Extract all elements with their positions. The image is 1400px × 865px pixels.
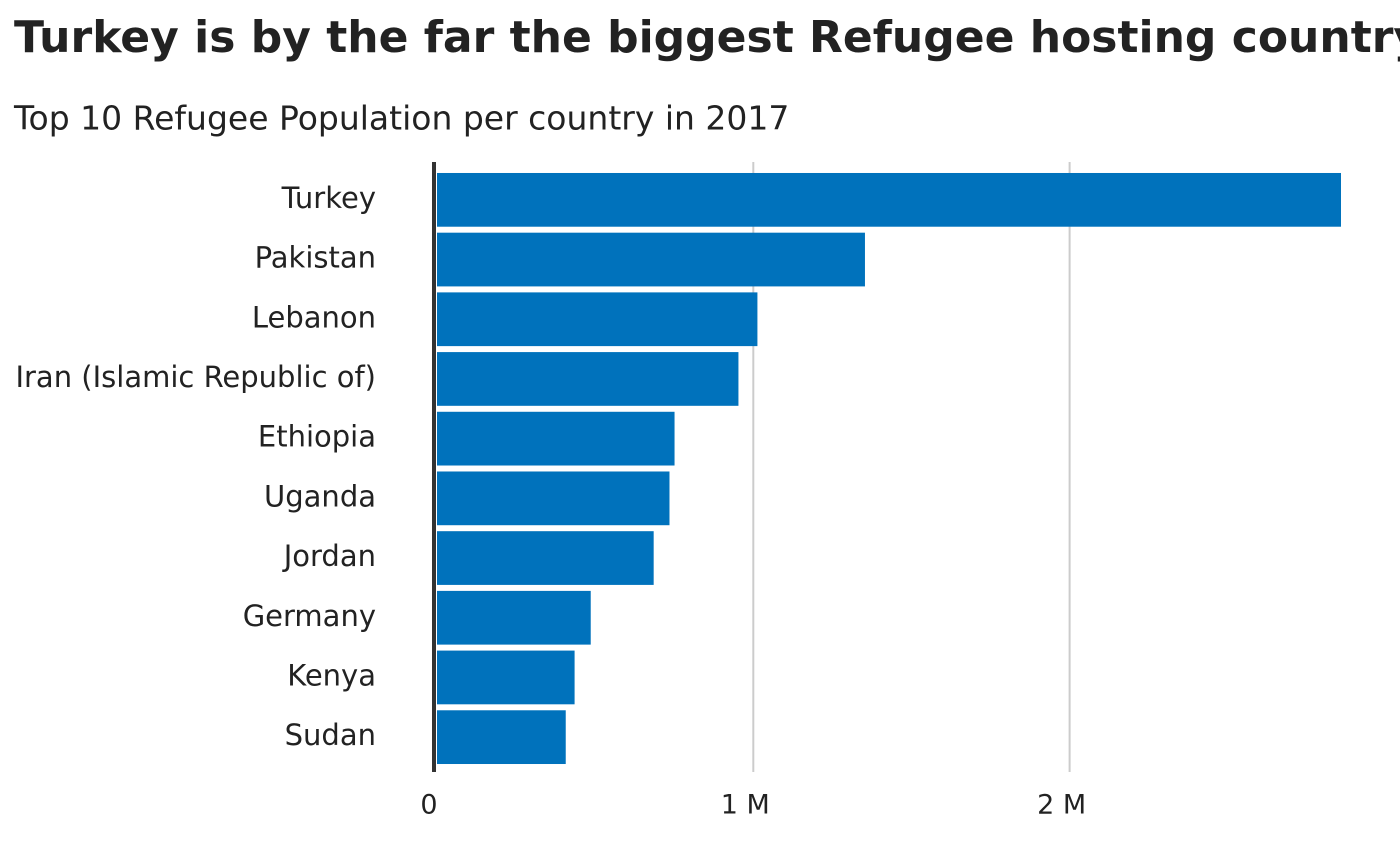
bar bbox=[437, 172, 1341, 227]
y-tick-label: Ethiopia bbox=[258, 420, 376, 454]
bar bbox=[437, 710, 566, 765]
y-tick-label: Kenya bbox=[287, 658, 376, 692]
chart-subtitle: Top 10 Refugee Population per country in… bbox=[13, 99, 789, 138]
y-tick-label: Turkey bbox=[281, 181, 376, 215]
bar bbox=[437, 232, 865, 287]
y-tick-label: Pakistan bbox=[255, 241, 376, 275]
bar bbox=[437, 352, 739, 406]
bar bbox=[437, 411, 675, 466]
x-tick-label: 0 bbox=[420, 790, 437, 821]
chart-title: Turkey is by the far the biggest Refugee… bbox=[14, 12, 1400, 63]
x-tick-label: 2 M bbox=[1037, 790, 1086, 821]
bar bbox=[437, 531, 654, 585]
bar bbox=[437, 590, 591, 645]
bar bbox=[437, 292, 758, 347]
bar bbox=[437, 471, 670, 526]
x-tick-label: 1 M bbox=[721, 790, 770, 821]
y-tick-label: Sudan bbox=[285, 718, 376, 752]
y-tick-label: Jordan bbox=[282, 539, 376, 573]
y-tick-label: Uganda bbox=[264, 479, 376, 513]
y-tick-label: Lebanon bbox=[252, 300, 376, 334]
y-tick-label: Iran (Islamic Republic of) bbox=[15, 360, 376, 394]
y-tick-label: Germany bbox=[243, 599, 376, 633]
bar bbox=[437, 650, 575, 705]
